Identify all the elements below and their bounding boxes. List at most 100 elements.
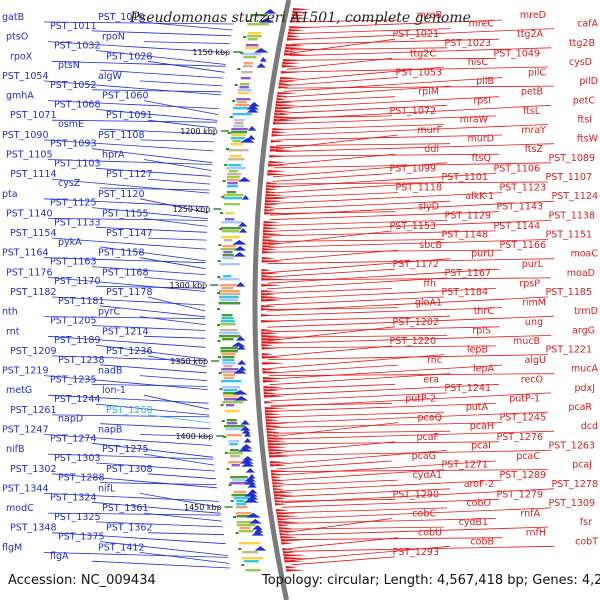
gene-label: aroF-2 [464,479,494,490]
plus-strand-feature [266,185,284,188]
gene-label: alkK-1 [465,191,494,202]
connector-line [269,211,396,215]
minus-strand-feature [246,108,259,113]
minus-strand-feature [242,456,254,461]
gene-label: ddl [424,144,439,155]
annotation-feature [226,404,235,407]
gene-label: PST_1072 [390,106,437,117]
connector-line [267,326,500,333]
minus-strand-feature [254,546,267,551]
annotation-feature [222,257,234,260]
connector-line [269,211,500,221]
minus-strand-feature [241,429,251,434]
plus-strand-feature [288,29,305,32]
minus-strand-feature [233,252,246,257]
scale-tick-label: 1150 kbp [192,48,230,57]
connector-line [284,518,497,524]
minor-tick [218,372,222,374]
minus-strand-feature [238,177,251,182]
annotation-feature [219,299,238,302]
plus-strand-feature [271,476,282,479]
gene-label: trmD [574,306,598,317]
connector-line [99,128,216,135]
plus-strand-feature [269,155,288,158]
plus-strand-feature [265,413,283,416]
minus-strand-feature [234,246,247,251]
gene-label: cobO [466,498,491,509]
minus-strand-feature [258,18,275,23]
connector-line [99,69,224,79]
gene-label: pcaR [568,402,592,413]
connector-line [283,77,503,92]
plus-strand-feature [264,401,275,404]
connector-line [47,218,208,221]
gene-label: PST_1275 [102,444,149,455]
gene-label: osmE [58,119,84,130]
plus-strand-feature [271,473,283,476]
minus-strand-feature [240,426,251,431]
annotation-feature [226,419,237,422]
annotation-feature [218,335,241,338]
gene-label: PST_1108 [98,130,145,141]
connector-line [268,230,497,237]
connector-line [271,192,399,198]
gene-label: PST_1182 [10,287,57,298]
annotation-feature [247,38,258,41]
connector-line [95,167,211,177]
annotation-feature [224,218,235,221]
plus-strand-feature [261,353,274,356]
connector-line [273,153,396,166]
annotation-feature [221,236,240,239]
annotation-feature [238,530,254,533]
connector-line [273,162,552,169]
annotation-feature [232,479,246,482]
gene-label: ftsI [577,115,592,126]
plus-strand-feature [282,551,296,554]
gene-label: cysD [569,57,592,68]
plus-strand-feature [264,212,282,215]
connector-line [43,198,209,208]
plus-strand-feature [278,83,293,86]
plus-strand-feature [277,92,298,95]
plus-strand-feature [261,284,282,287]
gene-label: pcaI [471,440,491,451]
annotation-feature [223,197,243,200]
gene-label: PST_1129 [445,210,492,221]
connector-line [286,57,393,70]
annotation-feature [222,245,236,248]
plus-strand-feature [283,554,307,557]
connector-line [292,28,555,40]
gene-label: gmhA [6,91,34,102]
gene-label: hprA [102,150,125,161]
gene-label: mucA [571,364,598,375]
connector-line [99,305,206,318]
plus-strand-feature [279,77,302,80]
annotation-feature [221,338,234,341]
gene-label: mreB [417,10,442,21]
annotation-feature [223,377,235,380]
annotation-feature [239,83,250,86]
connector-line [281,498,500,508]
connector-line [266,296,445,306]
plus-strand-feature [289,26,309,29]
minus-strand-feature [251,531,264,536]
gene-label: PST_1184 [442,287,489,298]
plus-strand-feature [268,446,288,449]
plus-strand-feature [261,329,274,332]
connector-line [143,41,230,44]
gene-label: PST_1118 [396,183,443,194]
plus-strand-feature [276,98,287,101]
connector-line [269,383,500,396]
gene-label: petC [573,95,596,106]
connector-line [143,394,209,410]
minus-strand-feature [235,336,246,341]
connector-line [285,526,445,530]
gene-label: cafA [577,19,598,30]
minor-tick [225,148,229,150]
plus-strand-feature [285,47,307,50]
gene-label: pdxJ [575,383,595,394]
minus-strand-feature [240,138,255,143]
gene-label: PST_1143 [497,202,544,213]
connector-line [147,532,225,536]
gene-label: PST_1053 [396,68,443,79]
